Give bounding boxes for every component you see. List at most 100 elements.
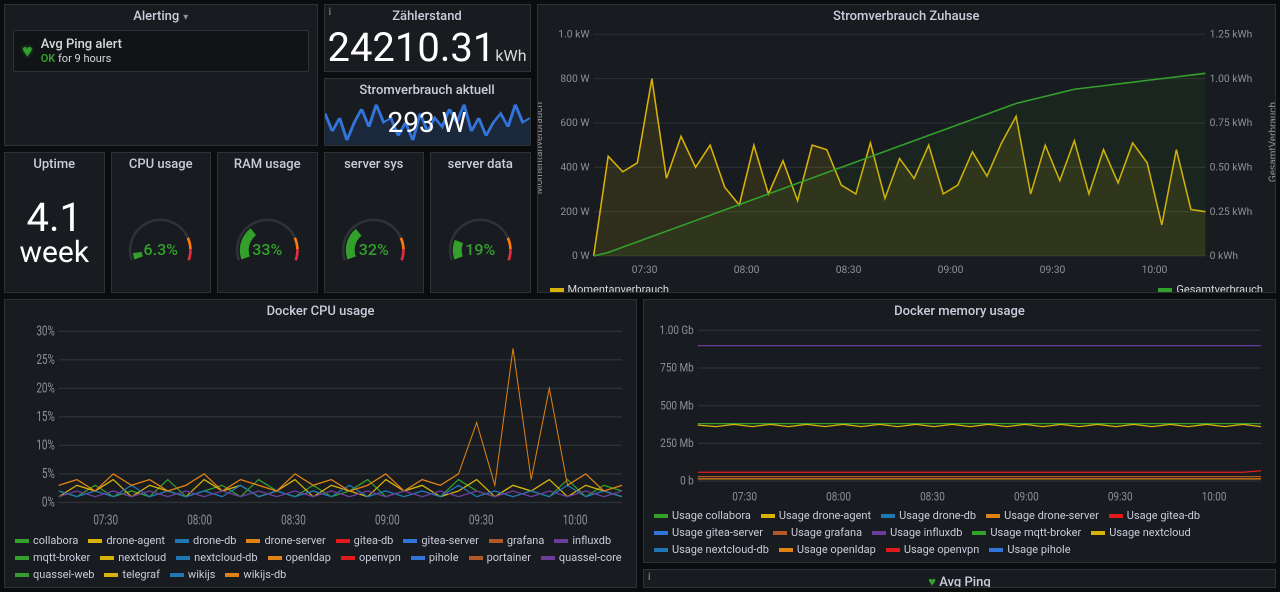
panel-sys[interactable]: server sys 32% — [324, 152, 425, 294]
legend-item[interactable]: gitea-db — [336, 534, 394, 547]
legend-moment[interactable]: Momentanverbrauch — [568, 283, 669, 293]
panel-title-data: server data — [431, 153, 530, 174]
panel-data[interactable]: server data 19% — [430, 152, 531, 294]
svg-text:15%: 15% — [36, 408, 55, 424]
legend-item[interactable]: grafana — [489, 534, 545, 547]
panel-power-chart[interactable]: Stromverbrauch Zuhause Momentanverbrauch… — [537, 4, 1277, 293]
legend-item[interactable]: Usage openvpn — [886, 543, 979, 556]
chevron-down-icon[interactable]: ▾ — [183, 12, 188, 23]
svg-text:5%: 5% — [42, 465, 55, 481]
gauge-cpu-label: 6.3% — [144, 240, 178, 259]
legend-label: collabora — [33, 534, 78, 547]
legend-item[interactable]: Usage collabora — [654, 509, 751, 522]
legend-item[interactable]: Usage nextcloud — [1091, 526, 1190, 539]
panel-power-now[interactable]: Stromverbrauch aktuell 293 W — [324, 78, 531, 146]
legend-item[interactable]: Usage drone-db — [881, 509, 976, 522]
legend-item[interactable]: Usage gitea-server — [654, 526, 763, 539]
svg-text:0 kWh: 0 kWh — [1209, 249, 1238, 262]
svg-text:0.25 kWh: 0.25 kWh — [1209, 205, 1252, 218]
alert-text: Avg Ping alert OK for 9 hours — [41, 37, 122, 65]
y1-label: Momentanverbrauch — [537, 102, 545, 194]
legend-label: nextcloud — [118, 551, 166, 564]
y2-label: GesamtVerbrauch — [1268, 102, 1276, 182]
panel-meter[interactable]: i Zählerstand 24210.31kWh — [324, 4, 531, 72]
panel-docker-mem[interactable]: Docker memory usage 0 b250 Mb500 Mb750 M… — [643, 299, 1276, 563]
panel-alerting[interactable]: Alerting▾ ♥ Avg Ping alert OK for 9 hour… — [4, 4, 318, 146]
panel-docker-cpu[interactable]: Docker CPU usage 0%5%10%15%20%25%30%07:3… — [4, 299, 637, 588]
legend-label: Usage drone-agent — [779, 509, 871, 522]
legend-item[interactable]: nextcloud — [100, 551, 166, 564]
panel-ram[interactable]: RAM usage 33% — [217, 152, 318, 294]
legend-item[interactable]: mqtt-broker — [15, 551, 90, 564]
info-icon[interactable]: i — [648, 572, 651, 583]
legend-swatch — [268, 556, 282, 560]
legend-label: wikijs — [188, 568, 216, 581]
info-icon[interactable]: i — [329, 7, 332, 18]
docker-cpu-area: 0%5%10%15%20%25%30%07:3008:0008:3009:000… — [5, 321, 636, 530]
panel-uptime[interactable]: Uptime 4.1 week — [4, 152, 105, 294]
docker-cpu-legend: collabora drone-agent drone-db drone-server… — [5, 530, 636, 587]
legend-item[interactable]: quassel-web — [15, 568, 94, 581]
legend-label: Usage nextcloud-db — [672, 543, 769, 556]
alert-item[interactable]: ♥ Avg Ping alert OK for 9 hours — [13, 30, 309, 72]
svg-text:0 W: 0 W — [571, 249, 589, 262]
legend-label: mqtt-broker — [33, 551, 90, 564]
legend-item[interactable]: portainer — [469, 551, 531, 564]
svg-text:0%: 0% — [42, 494, 55, 510]
legend-item[interactable]: Usage gitea-db — [1109, 509, 1200, 522]
legend-item[interactable]: Usage drone-agent — [761, 509, 871, 522]
legend-label: pihole — [429, 551, 459, 564]
alert-title: Avg Ping alert — [41, 37, 122, 52]
svg-text:09:00: 09:00 — [375, 512, 400, 528]
legend-item[interactable]: Usage drone-server — [986, 509, 1099, 522]
legend-item[interactable]: telegraf — [104, 568, 159, 581]
svg-text:08:00: 08:00 — [733, 263, 759, 276]
legend-item[interactable]: wikijs-db — [225, 568, 286, 581]
svg-text:09:00: 09:00 — [1014, 490, 1039, 504]
svg-text:08:00: 08:00 — [187, 512, 212, 528]
legend-swatch — [779, 548, 793, 552]
sparkline: 293 W — [325, 100, 530, 145]
legend-item[interactable]: openvpn — [341, 551, 401, 564]
gauge-sys-label: 32% — [359, 240, 389, 259]
legend-item[interactable]: Usage pihole — [989, 543, 1070, 556]
legend-sw-cumul — [1158, 288, 1172, 292]
legend-item[interactable]: Usage influxdb — [872, 526, 962, 539]
meter-unit: kWh — [495, 46, 526, 65]
legend-item[interactable]: nextcloud-db — [176, 551, 257, 564]
legend-item[interactable]: quassel-core — [541, 551, 622, 564]
legend-label: Usage gitea-db — [1127, 509, 1200, 522]
docker-mem-legend: Usage collabora Usage drone-agent Usage dr… — [644, 505, 1275, 562]
legend-swatch — [541, 556, 555, 560]
legend-item[interactable]: collabora — [15, 534, 78, 547]
legend-item[interactable]: pihole — [411, 551, 459, 564]
svg-text:0.75 kWh: 0.75 kWh — [1209, 116, 1252, 129]
legend-item[interactable]: Usage grafana — [773, 526, 862, 539]
svg-text:09:30: 09:30 — [469, 512, 494, 528]
legend-item[interactable]: Usage openldap — [779, 543, 876, 556]
legend-label: openldap — [286, 551, 331, 564]
legend-item[interactable]: drone-server — [246, 534, 325, 547]
svg-text:0 b: 0 b — [680, 474, 694, 488]
panel-avg-ping[interactable]: i ♥ Avg Ping — [643, 569, 1276, 588]
svg-text:750 Mb: 750 Mb — [660, 361, 694, 375]
legend-swatch — [341, 556, 355, 560]
legend-item[interactable]: drone-agent — [88, 534, 165, 547]
legend-swatch — [872, 531, 886, 535]
legend-item[interactable]: Usage mqtt-broker — [972, 526, 1081, 539]
legend-swatch — [1109, 514, 1123, 518]
legend-swatch — [654, 531, 668, 535]
legend-swatch — [225, 573, 239, 577]
legend-item[interactable]: drone-db — [175, 534, 236, 547]
svg-text:07:30: 07:30 — [93, 512, 118, 528]
legend-label: nextcloud-db — [194, 551, 257, 564]
legend-cumul[interactable]: Gesamtverbrauch — [1176, 283, 1263, 293]
legend-item[interactable]: wikijs — [170, 568, 216, 581]
legend-swatch — [104, 573, 118, 577]
svg-text:10:00: 10:00 — [1202, 490, 1227, 504]
legend-item[interactable]: gitea-server — [403, 534, 478, 547]
panel-cpu[interactable]: CPU usage 6.3% — [111, 152, 212, 294]
legend-item[interactable]: openldap — [268, 551, 331, 564]
legend-item[interactable]: Usage nextcloud-db — [654, 543, 769, 556]
legend-item[interactable]: influxdb — [554, 534, 611, 547]
